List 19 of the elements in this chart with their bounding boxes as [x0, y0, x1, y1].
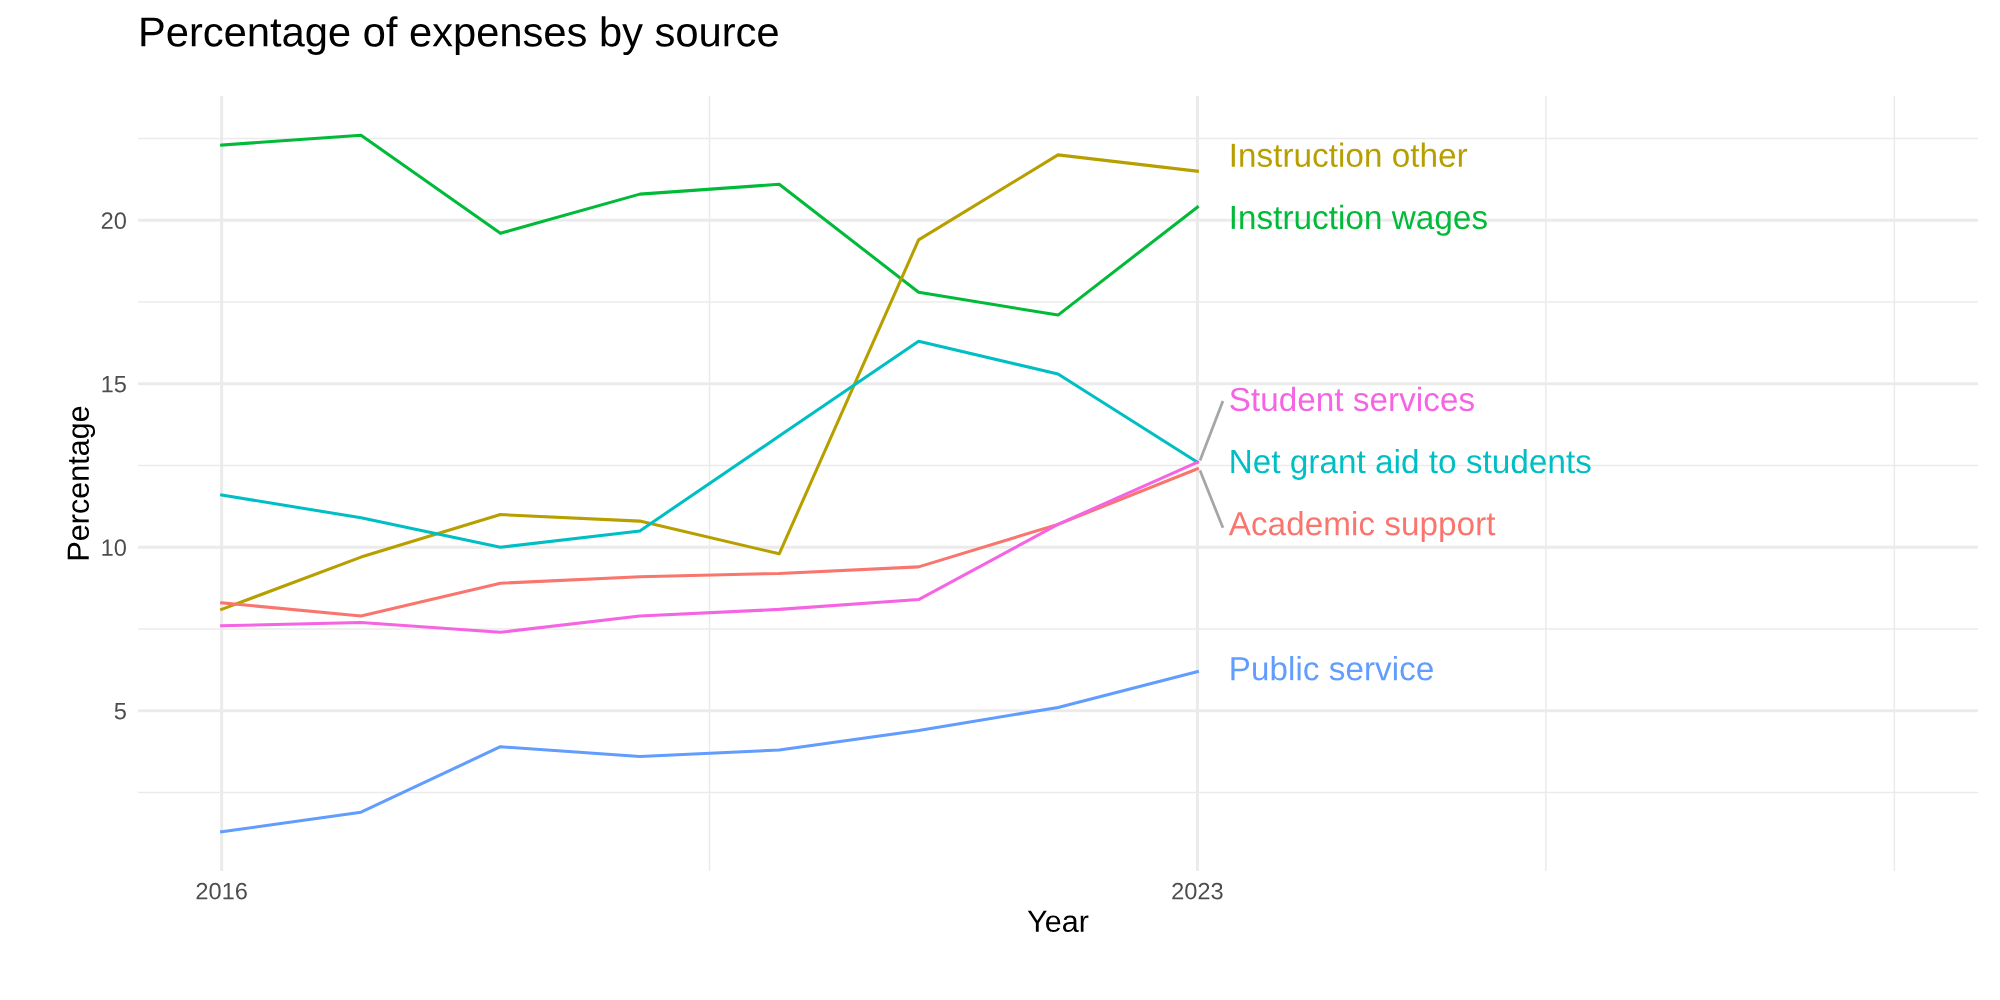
- line-series: [220, 670, 1199, 834]
- y-tick-label: 15: [102, 376, 126, 393]
- line-series: [220, 133, 1199, 317]
- series-label: Net grant aid to students: [1231, 448, 1591, 480]
- line-series: [220, 153, 1199, 611]
- chart-title: Percentage of expenses by source: [141, 16, 778, 55]
- line-series: [220, 339, 1199, 549]
- series-label: Instruction other: [1231, 142, 1468, 168]
- series-label: Public service: [1231, 655, 1433, 681]
- y-tick-label: 20: [101, 212, 126, 230]
- x-tick-label: 2016: [196, 882, 247, 900]
- y-axis-title: Percentage: [67, 406, 96, 560]
- y-tick-label: 5: [114, 703, 126, 720]
- series-label: Instruction wages: [1231, 204, 1487, 236]
- series-label: Student services: [1230, 386, 1474, 412]
- series-label: Academic support: [1228, 511, 1496, 543]
- x-axis-title: Year: [1027, 910, 1089, 933]
- x-tick-label: 2023: [1172, 882, 1223, 900]
- y-tick-label: 10: [102, 539, 126, 557]
